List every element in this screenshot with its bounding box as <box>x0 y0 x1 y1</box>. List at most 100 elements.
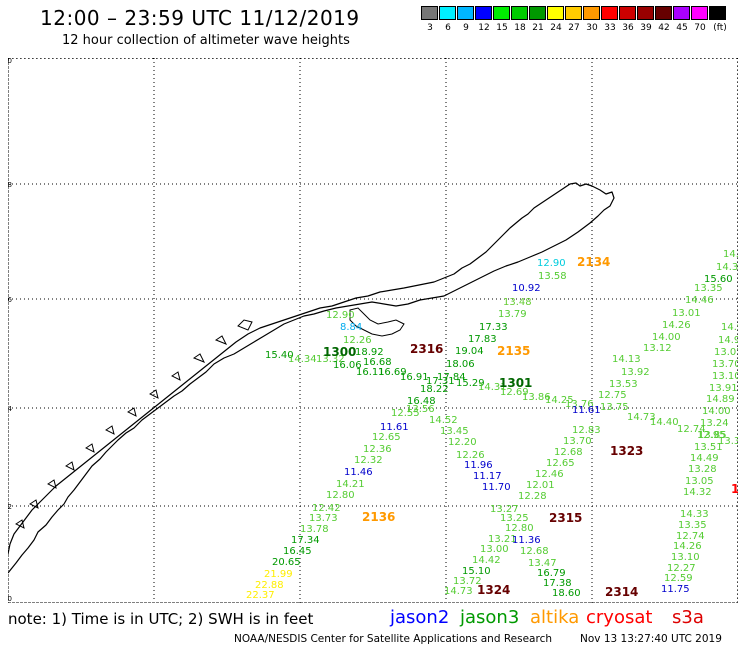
longitude-tick-label: -33 <box>585 602 598 603</box>
wave-height-reading: 13.79 <box>498 309 527 320</box>
wave-height-reading: 12.26 <box>456 450 485 461</box>
wave-height-reading: 14.52 <box>429 415 458 426</box>
pass-id-label: 1324 <box>477 583 510 597</box>
wave-height-reading: 8.84 <box>340 322 362 333</box>
wave-height-reading: 11.17 <box>473 471 502 482</box>
wave-height-reading: 13.21 <box>488 534 517 545</box>
legend-label: 30 <box>586 23 598 33</box>
wave-height-reading: 13.48 <box>503 297 532 308</box>
wave-height-reading: 18.06 <box>446 359 475 370</box>
wave-height-reading: 12.01 <box>526 480 555 491</box>
wave-height-reading: 21.99 <box>264 569 293 580</box>
wave-height-reading: 16.06 <box>333 360 362 371</box>
legend-swatch <box>547 6 564 20</box>
wave-height-reading: 17.34 <box>291 535 320 546</box>
wave-height-reading: 18.60 <box>552 588 581 599</box>
legend-label: 39 <box>640 23 652 33</box>
longitude-tick-label: -30 <box>728 602 738 603</box>
legend-swatch <box>457 6 474 20</box>
latitude-tick-label: 70 <box>8 58 12 65</box>
wave-height-reading: 13.91 <box>709 383 738 394</box>
wave-height-reading: 12.74 <box>676 531 705 542</box>
wave-height-reading: 13.73 <box>309 513 338 524</box>
wave-height-reading: 12.65 <box>546 458 575 469</box>
legend-label: 3 <box>427 23 433 33</box>
legend-label: 36 <box>622 23 634 33</box>
wave-height-reading: 13.10 <box>712 371 738 382</box>
wave-height-reading: 13.05 <box>685 476 714 487</box>
legend-swatch <box>511 6 528 20</box>
pass-labels: 2316 2135 2134 2136 1300 1301 2315 1323 1324 2314… <box>323 255 738 599</box>
pass-id-label: 2316 <box>410 342 443 356</box>
longitude-tick-label: -36 <box>439 602 452 603</box>
pass-id-label: 2135 <box>497 344 530 358</box>
wave-height-reading: 16.79 <box>537 568 566 579</box>
latitude-tick-label: 68 <box>8 181 12 189</box>
wave-height-reading: 13.51 <box>694 442 723 453</box>
wave-height-reading: 22.88 <box>255 580 284 591</box>
wave-height-reading: 12.83 <box>572 425 601 436</box>
legend-label: 18 <box>514 23 526 33</box>
wave-height-reading: 14.13 <box>612 354 641 365</box>
wave-height-reading: 13.76 <box>565 399 594 410</box>
wave-height-reading: 12.95 <box>697 430 726 441</box>
wave-height-reading: 16.48 <box>407 396 436 407</box>
longitude-tick-label: -42 <box>147 602 160 603</box>
legend-swatch <box>439 6 456 20</box>
wave-height-reading: 13.28 <box>688 464 717 475</box>
wave-height-reading: 13.56 <box>406 404 435 415</box>
wave-height-reading: 14.21 <box>336 479 365 490</box>
satellite-altika: altika <box>530 607 580 628</box>
wave-height-reading: 12.65 <box>372 432 401 443</box>
wave-height-reading: 12.32 <box>354 455 383 466</box>
legend-label: 12 <box>478 23 490 33</box>
legend-label: 6 <box>445 23 451 33</box>
legend-swatch <box>493 6 510 20</box>
chart-subtitle: 12 hour collection of altimeter wave hei… <box>62 33 350 48</box>
pass-id-label: 2315 <box>549 511 582 525</box>
wave-height-reading: 11.61 <box>572 405 601 416</box>
wave-height-reading: 13.72 <box>453 576 482 587</box>
wave-height-reading: 11.70 <box>482 482 511 493</box>
wave-height-reading: 12.80 <box>326 490 355 501</box>
wave-height-reading: 13.78 <box>300 524 329 535</box>
footnote: note: 1) Time is in UTC; 2) SWH is in fe… <box>8 610 314 628</box>
wave-height-reading: 14.26 <box>673 541 702 552</box>
pass-id-label: 1323 <box>610 444 643 458</box>
satellite-s3a: s3a <box>672 607 704 628</box>
wave-height-reading: 12.68 <box>554 447 583 458</box>
wave-height-reading: 14.32 <box>683 487 712 498</box>
wave-height-reading: 14.42 <box>472 555 501 566</box>
wave-height-reading: 17.33 <box>479 322 508 333</box>
wave-height-reading: 13.92 <box>621 367 650 378</box>
wave-height-reading: 10.92 <box>512 283 541 294</box>
pass-id-label: 2134 <box>577 255 610 269</box>
pass-id-label: 14 <box>731 482 738 496</box>
latitude-tick-label: 64 <box>8 405 12 413</box>
wave-height-reading: 12.59 <box>664 573 693 584</box>
wave-height-reading: 13.70 <box>563 436 592 447</box>
legend-label: 24 <box>550 23 562 33</box>
satellite-jason2: jason2 <box>390 607 450 628</box>
legend-label: (ft) <box>713 23 727 33</box>
wave-height-reading: 13.24 <box>700 418 729 429</box>
wave-height-reading: 14.00 <box>652 332 681 343</box>
wave-height-reading: 12.90 <box>326 310 355 321</box>
wave-height-reading: 11.75 <box>661 584 690 595</box>
legend-swatch <box>691 6 708 20</box>
wave-height-reading: 14.9 <box>718 335 738 346</box>
pass-id-label: 2136 <box>362 510 395 524</box>
wave-height-reading: 16.45 <box>283 546 312 557</box>
wave-height-reading: 11.96 <box>464 460 493 471</box>
legend-label: 27 <box>568 23 580 33</box>
wave-height-reading: 17.38 <box>543 578 572 589</box>
wave-height-reading: 11.61 <box>380 422 409 433</box>
wave-height-reading: 14.26 <box>662 320 691 331</box>
wave-height-reading: 11.36 <box>512 535 541 546</box>
wave-height-reading: 18.92 <box>355 347 384 358</box>
wave-height-reading: 13.01 <box>672 308 701 319</box>
wave-height-reading: 13.33 <box>718 436 738 447</box>
wave-height-reading: 13.12 <box>643 343 672 354</box>
wave-height-reading: 13.07 <box>714 347 738 358</box>
wave-height-reading: 14.31 <box>478 382 507 393</box>
